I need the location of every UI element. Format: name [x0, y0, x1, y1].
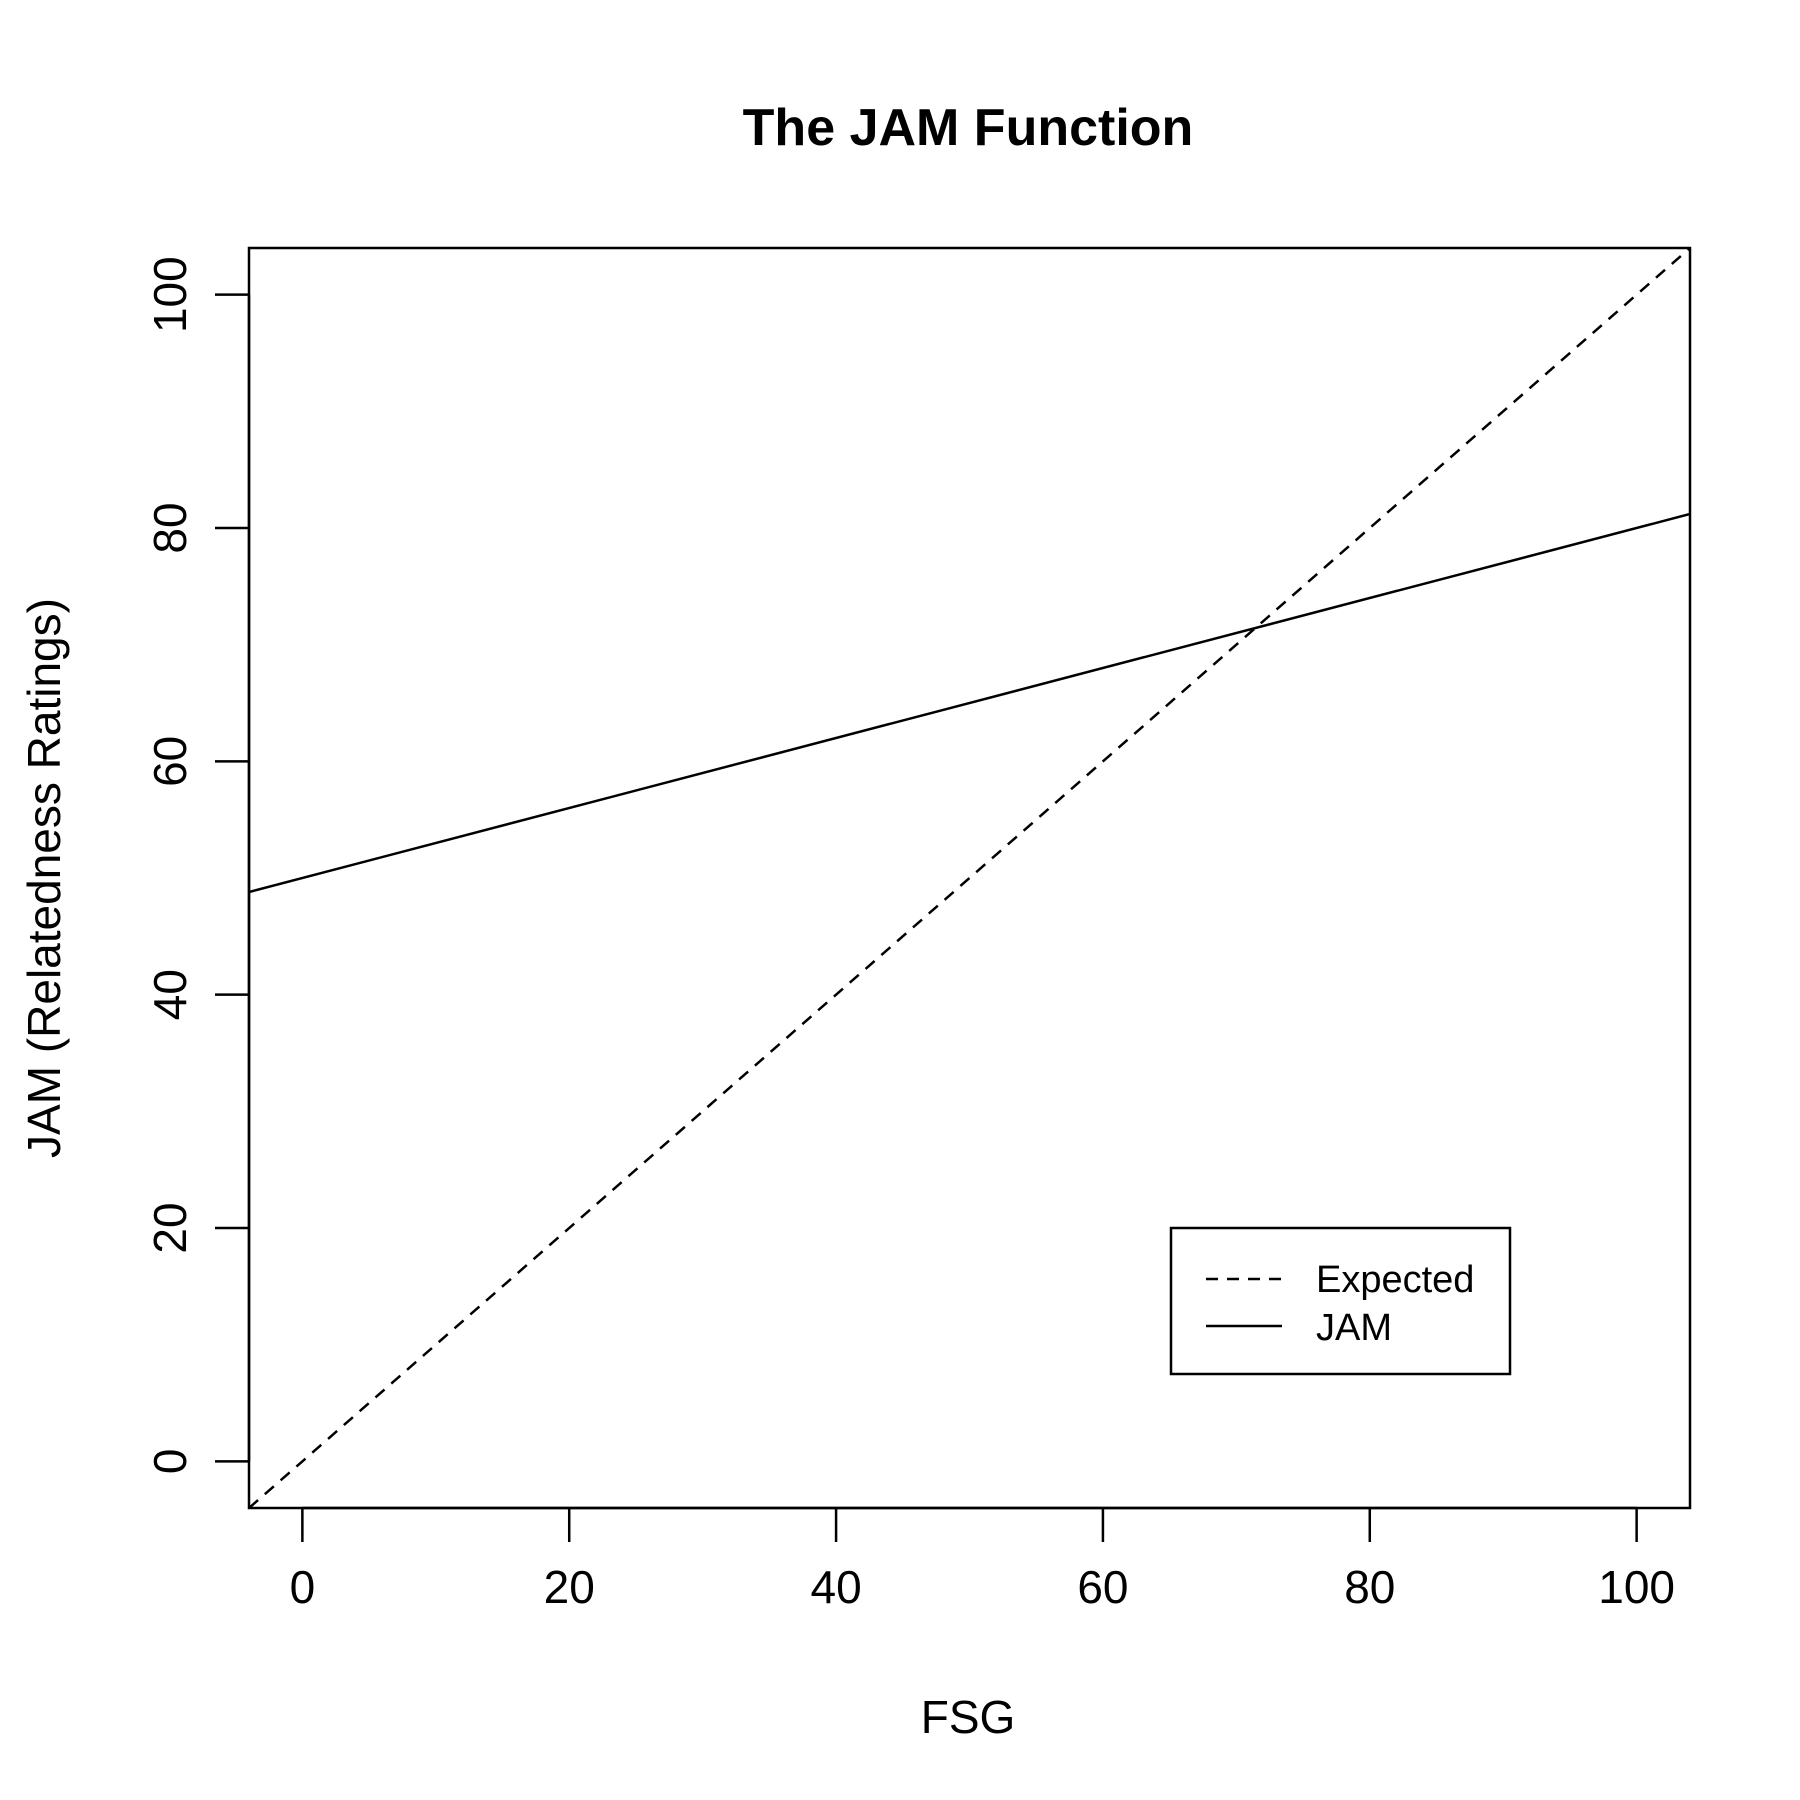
y-tick-label: 0 — [144, 1449, 196, 1475]
y-tick-label: 80 — [144, 502, 196, 553]
y-axis: 0 20 40 60 80 100 — [144, 256, 251, 1475]
legend-box — [1169, 1226, 1512, 1376]
chart-title: The JAM Function — [743, 99, 1194, 157]
legend-label-expected: Expected — [1316, 1259, 1474, 1301]
plot-frame — [247, 246, 1692, 1510]
x-tick-label: 0 — [290, 1561, 316, 1613]
x-tick-label: 20 — [544, 1561, 595, 1613]
x-tick-label: 60 — [1077, 1561, 1128, 1613]
legend: Expected JAM — [1169, 1226, 1512, 1376]
y-tick-label: 20 — [144, 1202, 196, 1253]
x-axis-label: FSG — [921, 1691, 1016, 1743]
x-tick-label: 100 — [1598, 1561, 1675, 1613]
y-tick-label: 60 — [144, 736, 196, 787]
series-line-expected — [249, 248, 1690, 1508]
series-line-jam — [249, 512, 1690, 894]
x-tick-label: 40 — [810, 1561, 861, 1613]
plot-series — [249, 248, 1690, 1508]
y-tick-label: 40 — [144, 969, 196, 1020]
y-axis-label: JAM (Relatedness Ratings) — [18, 598, 70, 1158]
y-tick-label: 100 — [144, 256, 196, 333]
x-tick-label: 80 — [1344, 1561, 1395, 1613]
legend-label-jam: JAM — [1316, 1307, 1392, 1349]
